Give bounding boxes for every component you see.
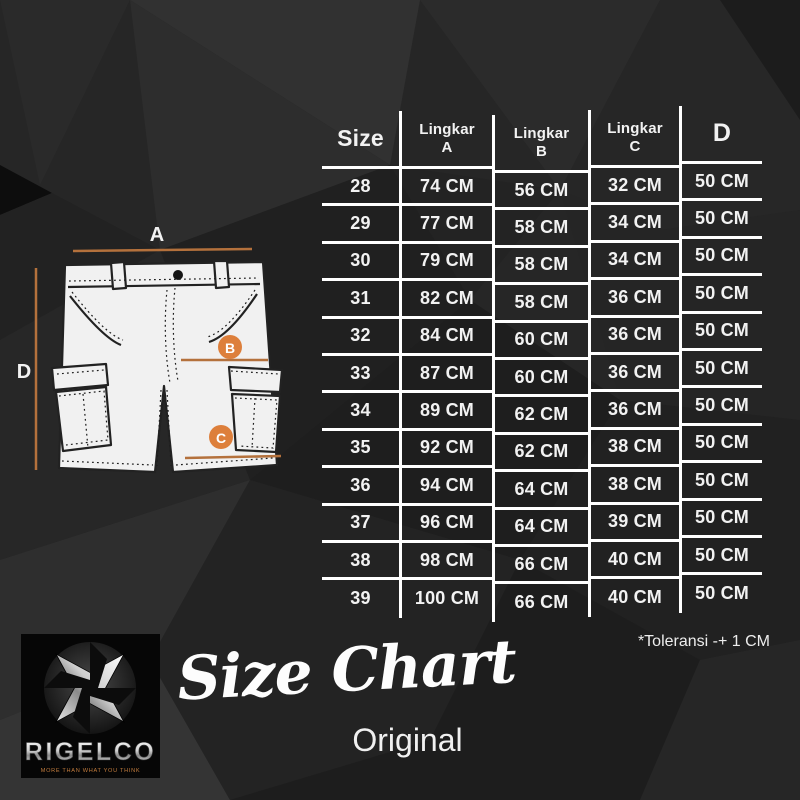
table-column-lingkar-c: Lingkar C 32 CM 34 CM 34 CM 36 CM 36 CM 3…	[588, 110, 679, 617]
column-header-d: D	[682, 106, 762, 164]
table-cell: 34 CM	[591, 205, 679, 243]
shorts-outline	[50, 259, 284, 474]
table-cell: 50 CM	[682, 239, 762, 277]
tolerance-note: *Toleransi -+ 1 CM	[637, 633, 770, 650]
table-cell: 34 CM	[591, 243, 679, 281]
table-cell: 74 CM	[402, 169, 492, 207]
table-cell: 40 CM	[591, 542, 679, 580]
table-cell: 96 CM	[402, 506, 492, 543]
marker-b-circle	[218, 335, 242, 359]
table-cell: 40 CM	[607, 587, 662, 608]
table-cell: 50 CM	[694, 583, 749, 604]
table-cell: 79 CM	[402, 244, 492, 282]
measure-line-a	[72, 247, 253, 253]
table-cell: 33	[322, 356, 399, 394]
table-cell: 38 CM	[591, 467, 679, 505]
brand-logo: RIGELCO MORE THAN WHAT YOU THINK	[21, 634, 160, 778]
label-c: C	[216, 430, 226, 446]
table-cell: 50 CM	[682, 463, 762, 501]
table-cell: 50 CM	[682, 538, 762, 576]
table-cell: 50 CM	[682, 314, 762, 351]
table-cell: 62 CM	[495, 435, 588, 473]
table-cell: 28	[322, 169, 399, 207]
size-table: Size 28 29 30 31 32 33 34 35 36 37 38 39…	[322, 106, 762, 622]
label-a: A	[150, 224, 164, 246]
table-cell: 60 CM	[495, 323, 588, 360]
table-cell: 32 CM	[591, 168, 679, 206]
table-cell: 50 CM	[682, 201, 762, 239]
table-cell: 35	[322, 431, 399, 469]
table-cell: 50 CM	[682, 276, 762, 314]
table-cell: 64 CM	[495, 510, 588, 547]
table-cell: 50 CM	[682, 388, 762, 426]
waist-button	[173, 270, 183, 280]
table-cell: 77 CM	[402, 206, 492, 244]
brand-tagline: MORE THAN WHAT YOU THINK	[41, 768, 141, 774]
stitching	[56, 277, 280, 467]
table-column-size: Size 28 29 30 31 32 33 34 35 36 37 38 39	[322, 111, 399, 618]
table-cell: 39	[350, 588, 371, 609]
table-cell: 98 CM	[402, 543, 492, 581]
table-cell: 50 CM	[682, 501, 762, 538]
table-cell: 82 CM	[402, 281, 492, 319]
column-header-size: Size	[322, 111, 399, 169]
table-cell: 50 CM	[682, 351, 762, 389]
table-cell: 58 CM	[495, 285, 588, 323]
shorts-illustration: A D B C	[17, 224, 284, 474]
marker-c-circle	[209, 425, 233, 449]
table-cell: 58 CM	[495, 248, 588, 286]
table-cell: 58 CM	[495, 210, 588, 248]
table-cell: 84 CM	[402, 319, 492, 356]
table-cell: 32	[322, 319, 399, 356]
table-cell: 39 CM	[591, 505, 679, 542]
column-header-lingkar-b: Lingkar B	[495, 115, 588, 173]
table-cell: 31	[322, 281, 399, 319]
table-cell: 64 CM	[495, 472, 588, 510]
table-cell: 36 CM	[591, 392, 679, 430]
table-cell: 36 CM	[591, 280, 679, 318]
table-cell: 100 CM	[414, 588, 480, 609]
table-column-lingkar-a: Lingkar A 74 CM 77 CM 79 CM 82 CM 84 CM 8…	[399, 111, 492, 618]
table-cell: 37	[322, 506, 399, 543]
table-cell: 29	[322, 206, 399, 244]
table-cell: 92 CM	[402, 431, 492, 469]
column-header-lingkar-c: Lingkar C	[591, 110, 679, 168]
table-cell: 87 CM	[402, 356, 492, 394]
table-cell: 34	[322, 393, 399, 431]
page-subtitle: Original	[352, 722, 463, 758]
label-b: B	[225, 340, 235, 356]
column-header-lingkar-a: Lingkar A	[402, 111, 492, 169]
table-cell: 89 CM	[402, 393, 492, 431]
table-column-lingkar-b: Lingkar B 56 CM 58 CM 58 CM 58 CM 60 CM 6…	[492, 115, 588, 622]
table-cell: 66 CM	[495, 547, 588, 585]
table-cell: 38	[322, 543, 399, 581]
table-cell: 30	[322, 244, 399, 282]
table-cell: 38 CM	[591, 430, 679, 468]
table-cell: 62 CM	[495, 397, 588, 435]
table-cell: 36	[322, 468, 399, 506]
table-cell: 60 CM	[495, 360, 588, 398]
measure-annotations: A D B C	[17, 224, 282, 470]
label-d: D	[17, 361, 31, 383]
brand-name: RIGELCO	[25, 738, 156, 766]
table-cell: 50 CM	[682, 164, 762, 202]
table-cell: 50 CM	[682, 426, 762, 464]
compass-star-icon	[44, 642, 136, 734]
table-cell: 56 CM	[495, 173, 588, 211]
table-cell: 36 CM	[591, 318, 679, 355]
table-column-d: D 50 CM 50 CM 50 CM 50 CM 50 CM 50 CM 50…	[679, 106, 762, 613]
table-cell: 36 CM	[591, 355, 679, 393]
table-cell: 94 CM	[402, 468, 492, 506]
table-cell: 66 CM	[514, 592, 569, 613]
measure-line-c	[184, 454, 282, 460]
